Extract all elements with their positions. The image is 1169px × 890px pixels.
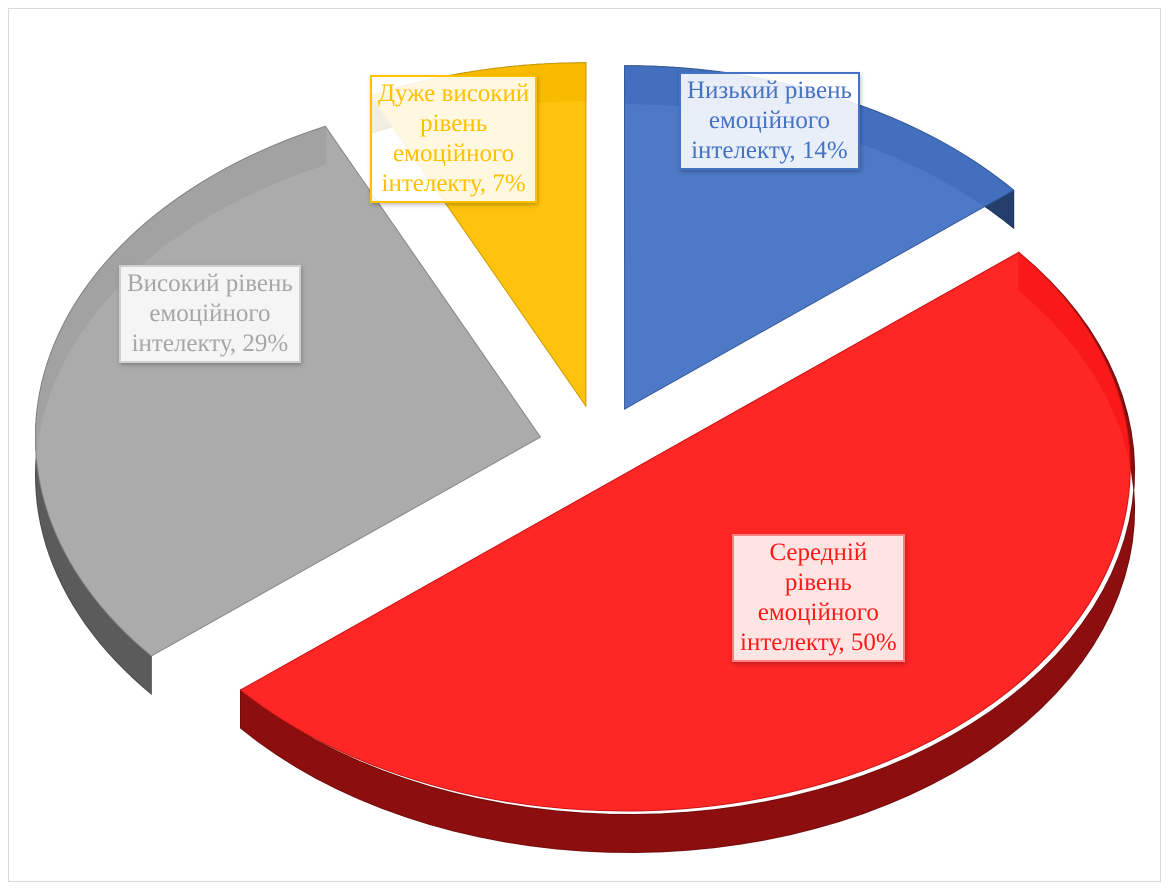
label-line: рівень — [784, 569, 852, 596]
pie-chart — [34, 62, 1136, 854]
label-line: інтелекту, 50% — [740, 629, 897, 656]
label-line: емоційного — [708, 107, 830, 134]
label-line: емоційного — [757, 599, 879, 626]
chart-area: Низький рівень емоційного інтелекту, 14%… — [8, 8, 1161, 882]
label-line: Високий рівень — [127, 270, 293, 297]
data-label-very-high: Дуже високий рівень емоційного інтелекту… — [370, 75, 538, 203]
label-line: емоційного — [149, 300, 271, 327]
label-line: емоційного — [393, 140, 515, 167]
data-label-medium: Середній рівень емоційного інтелекту, 50… — [732, 534, 905, 662]
slice-high — [34, 125, 542, 657]
label-line: інтелекту, 14% — [691, 137, 848, 164]
label-line: Дуже високий — [378, 80, 530, 107]
data-label-low: Низький рівень емоційного інтелекту, 14% — [679, 72, 860, 170]
label-line: рівень — [420, 110, 488, 137]
slice-medium — [239, 251, 1131, 812]
label-line: інтелекту, 29% — [131, 330, 289, 357]
label-line: Середній — [769, 539, 868, 566]
data-label-high: Високий рівень емоційного інтелекту, 29% — [119, 265, 301, 363]
label-line: інтелекту, 7% — [381, 170, 526, 197]
label-line: Низький рівень — [687, 77, 852, 104]
